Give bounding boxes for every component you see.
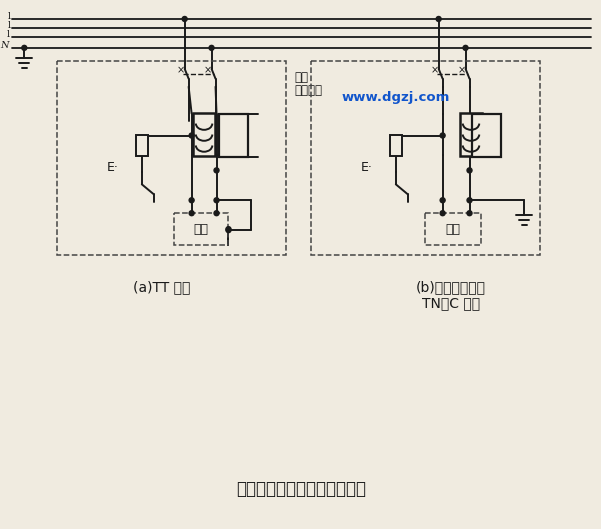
Text: 负载: 负载 — [445, 223, 460, 235]
Circle shape — [214, 198, 219, 203]
Circle shape — [214, 168, 219, 173]
Circle shape — [463, 45, 468, 50]
Circle shape — [226, 226, 231, 232]
Text: TN－C 系统: TN－C 系统 — [421, 296, 480, 310]
Circle shape — [226, 227, 231, 233]
Bar — [193, 113, 215, 157]
Circle shape — [214, 211, 219, 216]
Bar — [390, 134, 402, 157]
Bar — [311, 61, 540, 255]
Circle shape — [182, 16, 187, 22]
Text: 漏电: 漏电 — [294, 71, 308, 84]
Circle shape — [22, 45, 27, 50]
Circle shape — [436, 16, 441, 22]
Text: l: l — [6, 30, 10, 40]
Text: 漏电保护装置常见的错误接法: 漏电保护装置常见的错误接法 — [236, 480, 366, 498]
Text: www.dgzj.com: www.dgzj.com — [341, 90, 450, 104]
Circle shape — [440, 198, 445, 203]
Circle shape — [467, 168, 472, 173]
Text: E·: E· — [107, 161, 119, 174]
Text: ×: × — [204, 66, 212, 76]
Bar — [136, 134, 148, 157]
Circle shape — [189, 211, 194, 216]
Text: ×: × — [430, 66, 439, 76]
Circle shape — [467, 211, 472, 216]
Circle shape — [440, 211, 445, 216]
Text: (b)有重复接地的: (b)有重复接地的 — [416, 280, 486, 294]
Circle shape — [189, 198, 194, 203]
Text: ×: × — [457, 66, 466, 76]
Bar — [219, 114, 248, 158]
Bar — [425, 213, 481, 245]
Bar — [174, 213, 228, 245]
Circle shape — [189, 133, 194, 138]
Text: 保护装置: 保护装置 — [294, 84, 322, 97]
Bar — [472, 114, 501, 158]
Bar — [460, 113, 482, 157]
Circle shape — [440, 133, 445, 138]
Bar — [57, 61, 286, 255]
Text: l: l — [7, 22, 10, 31]
Text: l: l — [7, 13, 10, 22]
Circle shape — [209, 45, 214, 50]
Text: (a)TT 系统: (a)TT 系统 — [133, 280, 191, 294]
Text: ×: × — [177, 66, 185, 76]
Text: N: N — [0, 41, 8, 50]
Text: E·: E· — [361, 161, 373, 174]
Circle shape — [467, 198, 472, 203]
Text: 负载: 负载 — [194, 223, 209, 235]
